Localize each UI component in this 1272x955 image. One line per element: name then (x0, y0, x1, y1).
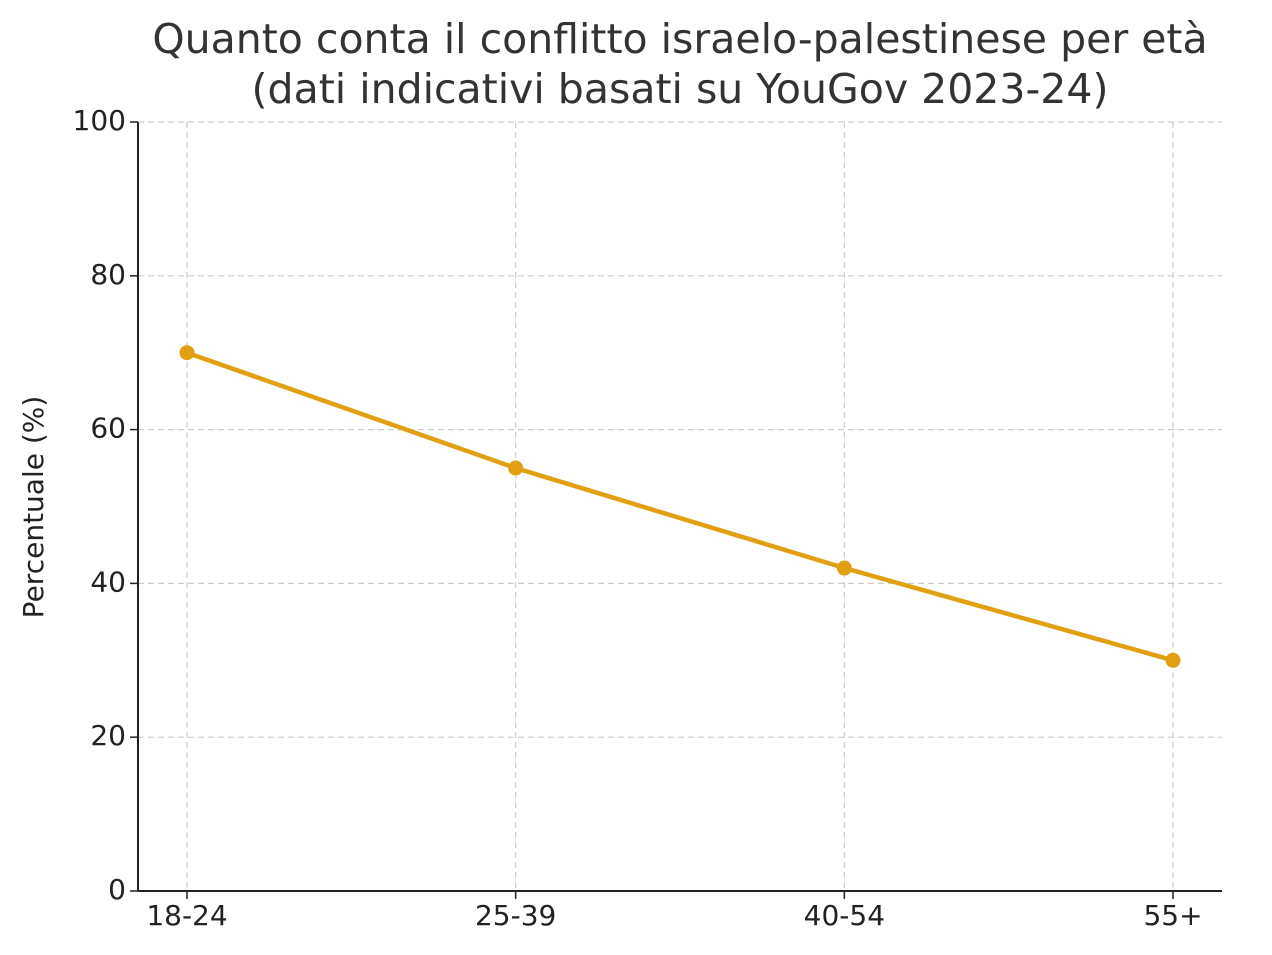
y-tick-label: 20 (90, 719, 126, 752)
line (186, 350, 1174, 663)
point (179, 345, 195, 361)
chart-title: (dati indicativi basati su YouGov 2023-2… (252, 65, 1109, 113)
x-tick-label: 40-54 (804, 899, 885, 932)
point (836, 560, 852, 576)
point (1165, 652, 1181, 668)
x-tick-label: 25-39 (475, 899, 556, 932)
y-tick-label: 0 (108, 873, 126, 906)
x-tick-label: 55+ (1143, 899, 1202, 932)
y-tick-label: 100 (73, 104, 126, 137)
y-tick-label: 80 (90, 258, 126, 291)
y-tick-label: 40 (90, 565, 126, 598)
y-axis-label: Percentuale (%) (17, 396, 50, 619)
chart-title: Quanto conta il conflitto israelo-palest… (152, 15, 1207, 63)
point (508, 460, 524, 476)
y-tick-label: 60 (90, 412, 126, 445)
x-tick-label: 18-24 (146, 899, 227, 932)
